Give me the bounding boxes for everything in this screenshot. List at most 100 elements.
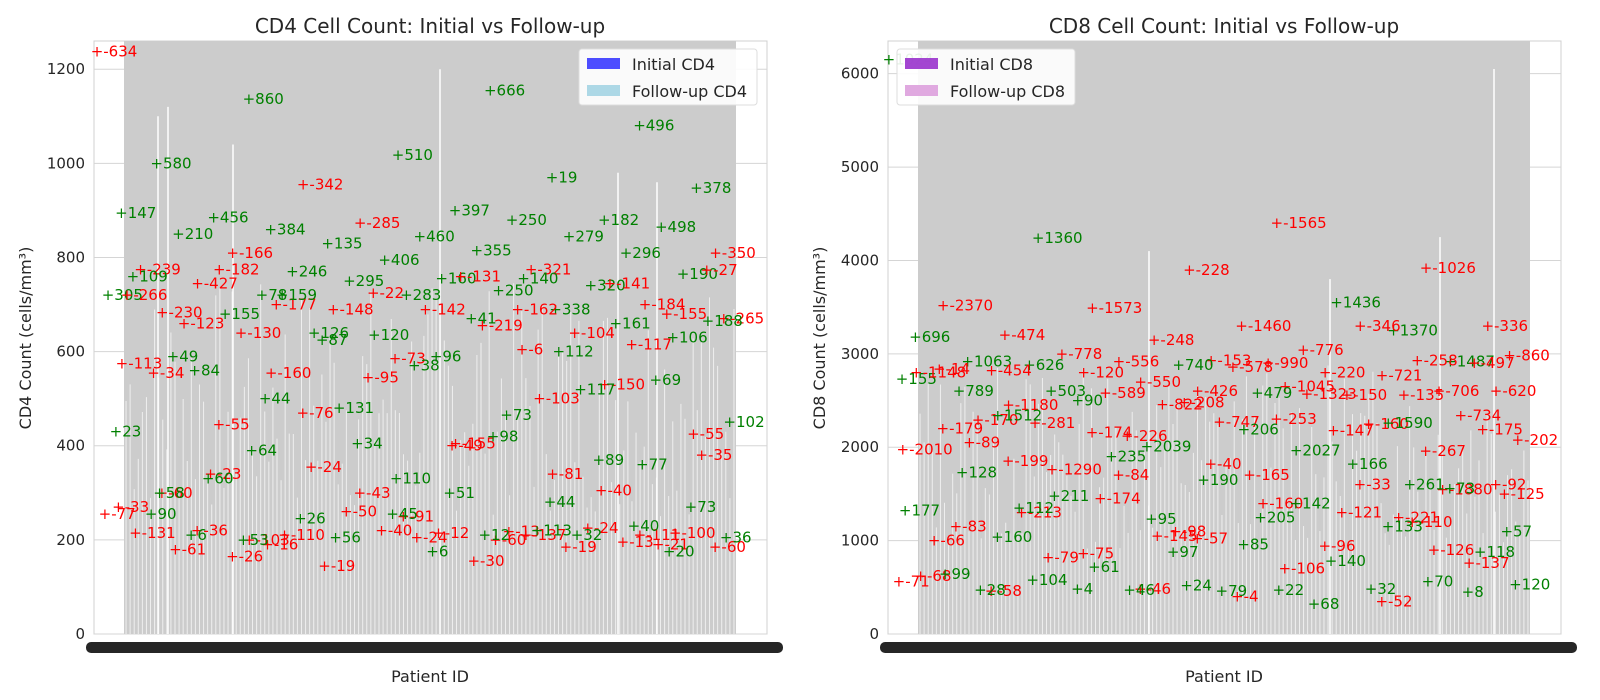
cd4-change-annotation: +12	[478, 526, 510, 544]
cd4-y-tick-label: 200	[56, 531, 85, 549]
cd4-change-annotation: +-123	[178, 314, 225, 332]
cd8-change-annotation: +97	[1167, 543, 1199, 561]
cd8-change-annotation: +-89	[963, 434, 1000, 452]
cd8-change-annotation: +-174	[1094, 490, 1141, 508]
cd4-change-annotation: +84	[188, 361, 220, 379]
cd4-change-annotation: +510	[392, 146, 433, 164]
cd4-x-axis-label: Patient ID	[391, 667, 469, 686]
cd8-change-annotation: +-165	[1243, 466, 1290, 484]
cd8-change-annotation: +190	[1197, 471, 1238, 489]
cd8-change-annotation: +22	[1272, 581, 1304, 599]
cd4-legend-label-initial: Initial CD4	[632, 55, 715, 74]
cd4-chart-panel: +-634+666+860+496+510+580+19+-342 +378+39…	[16, 14, 783, 686]
cd4-change-annotation: +-55	[687, 425, 724, 443]
cd8-change-annotation: +-1323	[1301, 385, 1357, 403]
cd4-y-tick-label: 600	[56, 343, 85, 361]
cd4-change-annotation: +279	[563, 227, 604, 245]
cd4-change-annotation: +106	[666, 329, 707, 347]
cd8-change-annotation: +205	[1254, 508, 1295, 526]
cd4-change-annotation: +-350	[709, 244, 756, 262]
cd4-change-annotation: +-27	[701, 261, 738, 279]
cd4-change-annotation: +-19	[318, 557, 355, 575]
cd8-change-annotation: +696	[909, 328, 950, 346]
cd4-y-tick-label: 400	[56, 437, 85, 455]
cd4-change-annotation: +496	[633, 117, 674, 135]
cd4-change-annotation: +-148	[327, 300, 374, 318]
cd8-change-annotation: +57	[1500, 522, 1532, 540]
cd8-change-annotation: +-589	[1099, 384, 1146, 402]
cd8-change-annotation: +-497	[1468, 354, 1515, 372]
cd8-legend-label-initial: Initial CD8	[950, 55, 1033, 74]
cd8-legend: Initial CD8 Follow-up CD8	[897, 49, 1075, 105]
cd4-change-annotation: +246	[286, 263, 327, 281]
cd8-change-annotation: +-454	[985, 362, 1032, 380]
cd4-change-annotation: +-77	[99, 505, 136, 523]
cd4-change-annotation: +-6	[516, 340, 544, 358]
cd4-change-annotation: +64	[245, 441, 277, 459]
cd4-change-annotation: +-22	[367, 284, 404, 302]
cd8-change-annotation: +133	[1382, 518, 1423, 536]
cd4-change-annotation: +109	[127, 267, 168, 285]
cd8-x-tick-labels-band	[880, 642, 1577, 653]
cd8-change-annotation: +-199	[1002, 452, 1049, 470]
cd8-change-annotation: +166	[1346, 455, 1387, 473]
cd8-change-annotation: +32	[1365, 580, 1397, 598]
cd4-legend-label-followup: Follow-up CD4	[632, 82, 747, 101]
cd8-change-annotation: +61	[1088, 558, 1120, 576]
cd4-y-tick-label: 1200	[47, 60, 85, 78]
cd8-y-axis-label: CD8 Count (cells/mm³)	[810, 247, 829, 430]
cd4-change-annotation: +-266	[121, 286, 168, 304]
cd4-change-annotation: +460	[414, 227, 455, 245]
cd8-change-annotation: +-578	[1227, 358, 1274, 376]
cd4-change-annotation: +140	[517, 270, 558, 288]
cd8-change-annotation: +-248	[1148, 331, 1195, 349]
cd4-change-annotation: +-155	[661, 305, 708, 323]
cd8-change-annotation: +-2010	[897, 441, 953, 459]
cd8-change-annotation: +160	[991, 528, 1032, 546]
cd4-change-annotation: +666	[484, 81, 525, 99]
cd8-change-annotation: +-1565	[1271, 214, 1327, 232]
cd8-change-annotation: +-620	[1490, 382, 1537, 400]
cd8-change-annotation: +99	[939, 565, 971, 583]
cd8-change-annotation: +-336	[1481, 317, 1528, 335]
cd4-change-annotation: +-104	[568, 324, 615, 342]
cd8-change-annotation: +2027	[1290, 441, 1341, 459]
cd4-change-annotation: +-103	[533, 390, 580, 408]
cd8-change-annotation: +95	[1145, 510, 1177, 528]
cd4-y-axis-label: CD4 Count (cells/mm³)	[16, 247, 35, 430]
cd4-change-annotation: +96	[430, 347, 462, 365]
cd4-change-annotation: +-76	[297, 404, 334, 422]
cd8-change-annotation: +-721	[1376, 366, 1423, 384]
cd4-change-annotation: +6	[185, 526, 207, 544]
cd8-y-tick-label: 4000	[841, 251, 879, 269]
cd4-change-annotation: +44	[259, 390, 291, 408]
cd8-change-annotation: +479	[1251, 384, 1292, 402]
cd4-change-annotation: +73	[685, 498, 717, 516]
cd4-change-annotation: +77	[636, 456, 668, 474]
cd4-change-annotation: +89	[592, 451, 624, 469]
cd4-x-tick-labels-band	[86, 642, 783, 653]
cd8-change-annotation: +-1573	[1086, 299, 1142, 317]
cd8-legend-swatch-followup	[905, 85, 938, 96]
cd4-change-annotation: +498	[655, 218, 696, 236]
cd4-change-annotation: +210	[172, 225, 213, 243]
cd8-change-annotation: +140	[1325, 552, 1366, 570]
cd4-change-annotation: +113	[531, 521, 572, 539]
cd8-change-annotation: +235	[1105, 448, 1146, 466]
cd8-change-annotation: +120	[1509, 576, 1550, 594]
cd8-change-annotation: +-147	[1327, 421, 1374, 439]
cd4-change-annotation: +-26	[226, 547, 263, 565]
cd4-change-annotation: +-130	[235, 324, 282, 342]
cd8-change-annotation: +8	[1462, 583, 1484, 601]
cd4-legend-swatch-initial	[587, 58, 620, 69]
cd8-change-annotation: +-208	[1178, 393, 1225, 411]
cd8-change-annotation: +-1148	[910, 364, 966, 382]
cd8-chart-panel: +1024+-1565+1360+-1026+-228+-2370+1436+-…	[810, 14, 1577, 686]
cd8-change-annotation: +740	[1172, 356, 1213, 374]
cd4-change-annotation: +6	[426, 543, 448, 561]
cd4-x-tick-labels	[86, 642, 783, 653]
cd8-change-annotation: +1590	[1382, 414, 1433, 432]
cd8-change-annotation: +-267	[1419, 442, 1466, 460]
cd8-change-annotation: +-474	[999, 326, 1046, 344]
cd8-change-annotation: +104	[1026, 571, 1067, 589]
